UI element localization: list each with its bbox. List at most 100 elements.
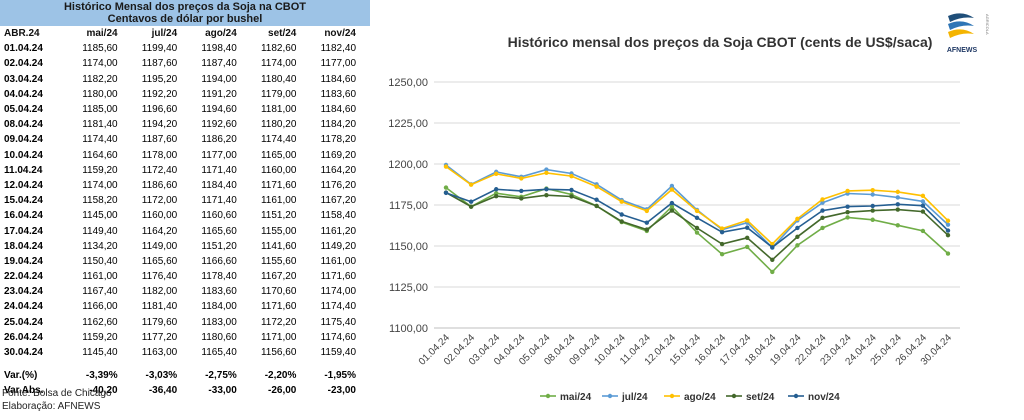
price-cell: 1181,00 bbox=[260, 104, 297, 116]
price-cell: 1194,20 bbox=[141, 119, 178, 131]
data-point bbox=[443, 162, 449, 168]
price-cell: 1182,00 bbox=[141, 286, 178, 298]
row-label: Var.(%) bbox=[4, 370, 38, 382]
data-point bbox=[945, 232, 951, 238]
data-point bbox=[945, 222, 951, 227]
price-cell: -33,00 bbox=[208, 385, 237, 397]
x-tick-label: 18.04.24 bbox=[743, 332, 779, 368]
price-cell: 1182,20 bbox=[82, 73, 118, 85]
series-line-jul-24 bbox=[445, 164, 949, 249]
price-cell: 1177,00 bbox=[201, 149, 237, 161]
price-cell: 1195,20 bbox=[141, 73, 178, 85]
price-cell: -26,00 bbox=[268, 385, 297, 397]
data-point bbox=[820, 215, 825, 220]
row-label: 05.04.24 bbox=[4, 104, 43, 116]
data-point bbox=[644, 228, 649, 234]
price-cell: 1182,40 bbox=[320, 43, 356, 55]
data-point bbox=[920, 199, 926, 204]
data-point bbox=[694, 230, 700, 235]
data-point bbox=[745, 244, 750, 250]
price-cell: 1199,40 bbox=[141, 43, 178, 55]
data-point bbox=[770, 241, 775, 247]
table-row: 12.04.24 1174,00 1186,60 1184,40 1171,60 1176… bbox=[0, 178, 370, 193]
price-cell: 1156,60 bbox=[260, 347, 297, 359]
price-cell: 1167,20 bbox=[260, 271, 297, 283]
legend-marker bbox=[731, 393, 737, 399]
price-cell: 1178,00 bbox=[141, 149, 178, 161]
y-tick-label: 1250,00 bbox=[388, 77, 428, 89]
legend-label: set/24 bbox=[746, 392, 775, 403]
price-cell: 1162,60 bbox=[82, 316, 118, 328]
data-point bbox=[920, 209, 926, 214]
column-header: ABR.24 bbox=[4, 28, 40, 40]
table-row: 18.04.24 1134,20 1149,00 1151,20 1141,60 1149… bbox=[0, 239, 370, 254]
data-point bbox=[468, 182, 474, 187]
data-point bbox=[494, 190, 499, 196]
price-cell: 1155,00 bbox=[260, 225, 297, 237]
x-tick-label: 17.04.24 bbox=[718, 332, 754, 368]
data-point bbox=[443, 190, 449, 195]
price-cell: 1171,40 bbox=[201, 195, 237, 207]
legend-label: nov/24 bbox=[808, 392, 840, 403]
data-point bbox=[770, 269, 775, 275]
table-title: Histórico Mensal dos preços da Soja na C… bbox=[63, 1, 307, 13]
price-cell: -1,95% bbox=[324, 370, 356, 382]
price-cell: 1184,20 bbox=[320, 119, 356, 131]
x-tick-label: 30.04.24 bbox=[919, 332, 955, 368]
data-point bbox=[870, 217, 875, 222]
data-point bbox=[669, 187, 675, 192]
price-cell: 1161,20 bbox=[320, 225, 356, 237]
column-header: set/24 bbox=[268, 28, 297, 40]
table-row: 11.04.24 1159,20 1172,40 1171,40 1160,00 1164… bbox=[0, 163, 370, 178]
legend-label: jul/24 bbox=[621, 392, 648, 403]
row-label: 12.04.24 bbox=[4, 179, 43, 191]
row-label: 15.04.24 bbox=[4, 195, 43, 207]
row-label: 11.04.24 bbox=[4, 164, 43, 176]
data-point bbox=[519, 176, 524, 181]
data-point bbox=[845, 204, 850, 209]
price-cell: 1185,60 bbox=[82, 43, 118, 55]
data-point bbox=[870, 192, 875, 197]
row-label: 19.04.24 bbox=[4, 255, 43, 267]
price-cell: 1164,20 bbox=[141, 225, 178, 237]
x-tick-label: 11.04.24 bbox=[618, 332, 653, 367]
price-cell: 1158,20 bbox=[82, 195, 118, 207]
price-cell: 1161,00 bbox=[320, 255, 356, 267]
data-point bbox=[468, 204, 474, 209]
data-point bbox=[494, 169, 499, 175]
y-tick-label: 1125,00 bbox=[389, 282, 428, 294]
price-cell: 1177,00 bbox=[320, 58, 356, 70]
row-label: 10.04.24 bbox=[4, 149, 43, 161]
data-point bbox=[820, 200, 825, 205]
table-row: 08.04.24 1181,40 1194,20 1192,60 1180,20 1184… bbox=[0, 117, 370, 132]
price-cell: 1160,60 bbox=[201, 210, 237, 222]
price-cell: 1179,60 bbox=[141, 316, 178, 328]
data-point bbox=[669, 200, 675, 206]
table-header: Histórico Mensal dos preços da Soja na C… bbox=[0, 0, 370, 26]
row-label: 22.04.24 bbox=[4, 271, 43, 283]
price-cell: 1171,40 bbox=[201, 164, 237, 176]
data-point bbox=[845, 210, 850, 215]
table-row: 24.04.24 1166,00 1181,40 1184,00 1171,60 1174… bbox=[0, 299, 370, 314]
price-cell: 1196,60 bbox=[141, 104, 178, 116]
price-cell: 1155,60 bbox=[260, 255, 297, 267]
x-tick-label: 19.04.24 bbox=[768, 332, 804, 368]
price-cell: 1183,60 bbox=[320, 88, 356, 100]
row-separator bbox=[0, 360, 370, 368]
data-point bbox=[945, 228, 951, 233]
price-table: ABR.24 mai/24 jul/24 ago/24 set/24 nov/2… bbox=[0, 26, 370, 399]
price-cell: 1172,00 bbox=[141, 195, 178, 207]
data-point bbox=[594, 184, 599, 189]
price-cell: 1164,60 bbox=[82, 149, 118, 161]
data-point bbox=[569, 187, 574, 193]
row-label: 08.04.24 bbox=[4, 119, 43, 131]
data-point bbox=[770, 245, 775, 250]
price-cell: 1177,20 bbox=[141, 331, 178, 343]
table-row: 02.04.24 1174,00 1187,60 1187,40 1174,00 1177… bbox=[0, 56, 370, 71]
price-cell: 1187,40 bbox=[201, 58, 237, 70]
data-point bbox=[745, 220, 750, 225]
price-cell: 1172,20 bbox=[260, 316, 297, 328]
data-point bbox=[494, 171, 499, 177]
price-cell: 1167,20 bbox=[320, 195, 356, 207]
price-cell: 1165,60 bbox=[141, 255, 178, 267]
